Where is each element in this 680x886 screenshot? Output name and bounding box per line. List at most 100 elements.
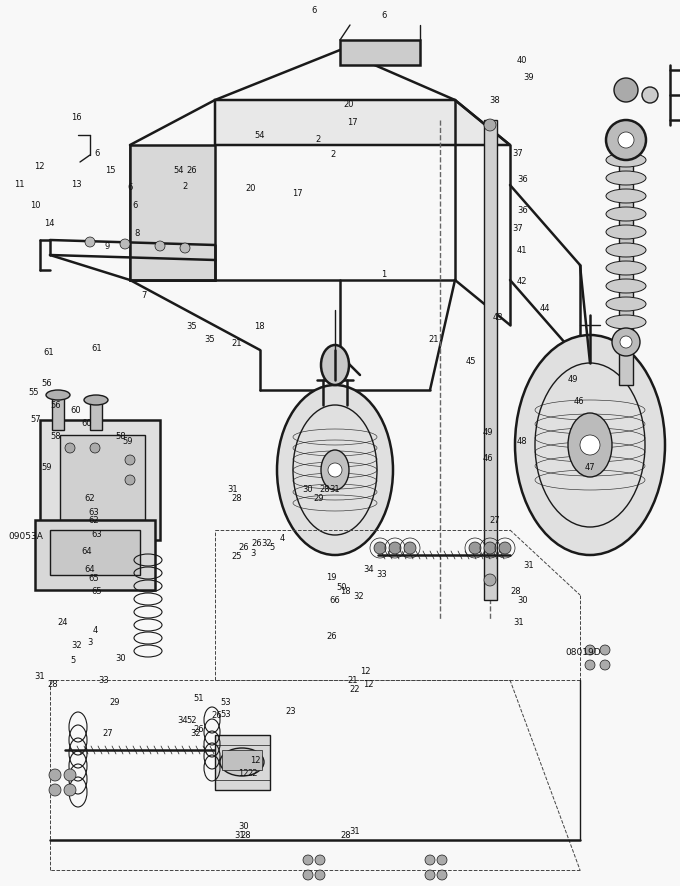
Text: 35: 35: [186, 322, 197, 330]
Text: 26: 26: [238, 543, 249, 552]
Circle shape: [437, 855, 447, 865]
Text: 9: 9: [105, 242, 110, 251]
Circle shape: [49, 784, 61, 796]
Polygon shape: [215, 100, 510, 145]
Text: 34: 34: [177, 716, 188, 725]
Text: 28: 28: [320, 486, 330, 494]
Text: 4: 4: [92, 626, 98, 635]
Text: 54: 54: [173, 167, 184, 175]
Text: 58: 58: [50, 432, 61, 441]
Circle shape: [585, 645, 595, 655]
Text: 59: 59: [122, 437, 133, 446]
Text: 52: 52: [186, 716, 197, 725]
Text: 63: 63: [88, 508, 99, 517]
Text: 21: 21: [231, 339, 242, 348]
Circle shape: [620, 336, 632, 348]
Circle shape: [600, 660, 610, 670]
Text: 33: 33: [377, 570, 388, 579]
Ellipse shape: [606, 189, 646, 203]
Ellipse shape: [321, 345, 349, 385]
Text: 10: 10: [30, 201, 41, 210]
Circle shape: [499, 542, 511, 554]
Circle shape: [469, 542, 481, 554]
Bar: [619, 155, 633, 385]
Text: 56: 56: [50, 401, 61, 410]
Text: 1: 1: [381, 270, 387, 279]
Text: 40: 40: [517, 56, 528, 65]
Text: 46: 46: [574, 397, 585, 406]
Text: 54: 54: [254, 131, 265, 140]
Text: 4: 4: [279, 534, 285, 543]
Text: 17: 17: [347, 118, 358, 127]
Text: 18: 18: [340, 587, 351, 596]
Text: 32: 32: [354, 592, 364, 601]
Text: 11: 11: [14, 180, 24, 189]
Text: 14: 14: [44, 219, 54, 228]
Circle shape: [65, 443, 75, 453]
Circle shape: [606, 120, 646, 160]
Text: 62: 62: [84, 494, 95, 503]
Text: 3: 3: [87, 638, 92, 647]
Text: 61: 61: [44, 348, 54, 357]
Text: 24: 24: [57, 618, 68, 627]
Text: 2: 2: [182, 182, 188, 190]
Ellipse shape: [321, 450, 349, 490]
Text: 21: 21: [428, 335, 439, 344]
Text: 18: 18: [254, 322, 265, 330]
Circle shape: [642, 87, 658, 103]
Ellipse shape: [220, 748, 264, 776]
Text: 20: 20: [245, 184, 256, 193]
Text: 31: 31: [350, 827, 360, 835]
Text: 35: 35: [204, 335, 215, 344]
Text: 57: 57: [30, 415, 41, 424]
Text: 31: 31: [329, 486, 340, 494]
Text: 32: 32: [71, 641, 82, 649]
Text: 53: 53: [220, 698, 231, 707]
Polygon shape: [130, 145, 215, 280]
Ellipse shape: [606, 153, 646, 167]
Text: 46: 46: [483, 455, 494, 463]
Text: 37: 37: [513, 149, 524, 158]
Text: 5: 5: [71, 656, 76, 664]
Bar: [215, 735, 270, 790]
Circle shape: [64, 769, 76, 781]
Circle shape: [484, 542, 496, 554]
Text: 13: 13: [71, 180, 82, 189]
Ellipse shape: [606, 297, 646, 311]
Circle shape: [425, 855, 435, 865]
Bar: [50, 530, 140, 575]
Circle shape: [155, 241, 165, 251]
Text: 26: 26: [193, 725, 204, 734]
Bar: [60, 435, 145, 520]
Bar: [340, 40, 420, 65]
Circle shape: [315, 870, 325, 880]
Text: 31: 31: [513, 618, 524, 627]
Text: 32: 32: [190, 729, 201, 738]
Text: 26: 26: [326, 632, 337, 641]
Text: 31: 31: [234, 831, 245, 840]
Text: 22: 22: [350, 685, 360, 694]
Text: 63: 63: [91, 530, 102, 539]
Text: 5: 5: [269, 543, 275, 552]
Circle shape: [315, 855, 325, 865]
Text: 36: 36: [517, 206, 528, 215]
Circle shape: [374, 542, 386, 554]
Text: 36: 36: [517, 175, 528, 184]
Circle shape: [600, 645, 610, 655]
Text: 41: 41: [517, 246, 528, 255]
Text: 21: 21: [347, 676, 358, 685]
Circle shape: [612, 328, 640, 356]
Text: 2: 2: [316, 136, 321, 144]
Bar: [52, 395, 64, 430]
Circle shape: [618, 132, 634, 148]
Circle shape: [437, 870, 447, 880]
Text: 23: 23: [286, 707, 296, 716]
Text: 3: 3: [250, 549, 256, 558]
Text: 8: 8: [135, 229, 140, 237]
Text: 44: 44: [540, 304, 551, 313]
Ellipse shape: [277, 385, 393, 555]
Bar: [222, 750, 262, 770]
Circle shape: [328, 463, 342, 477]
Text: 12: 12: [250, 756, 260, 765]
Text: 2: 2: [330, 150, 336, 159]
